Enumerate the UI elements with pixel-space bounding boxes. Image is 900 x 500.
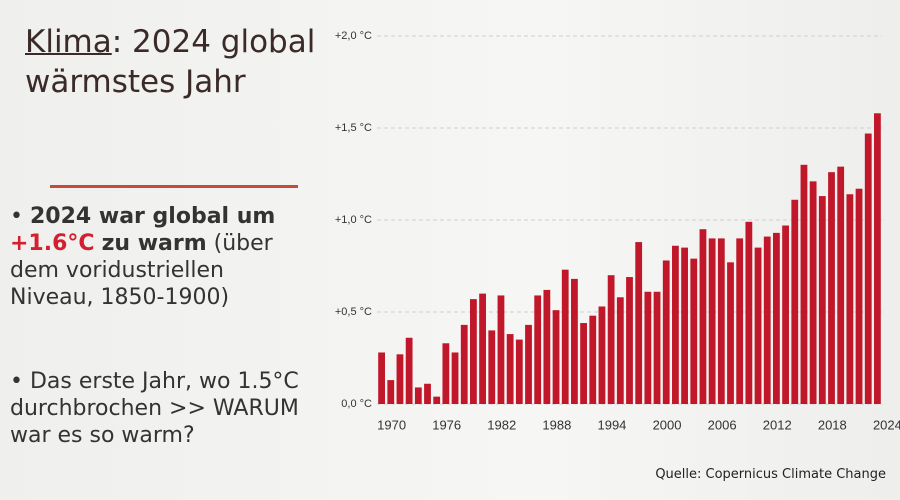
bar bbox=[754, 247, 762, 404]
bar bbox=[717, 238, 725, 404]
x-tick-label: 1988 bbox=[542, 417, 571, 432]
bar bbox=[479, 293, 486, 404]
slide-title: Klima: 2024 global wärmstes Jahr bbox=[25, 22, 315, 102]
bar bbox=[616, 297, 624, 404]
bar bbox=[515, 339, 523, 404]
bar bbox=[800, 164, 808, 404]
y-tick-label: +1,5 °C bbox=[335, 122, 372, 134]
bar bbox=[543, 289, 551, 404]
bar bbox=[396, 354, 404, 404]
y-tick-label: +2,0 °C bbox=[335, 30, 372, 42]
bar bbox=[782, 225, 789, 404]
x-tick-label: 1976 bbox=[432, 417, 461, 432]
bar bbox=[424, 383, 431, 404]
divider bbox=[50, 185, 298, 188]
bar bbox=[387, 380, 395, 404]
bar bbox=[745, 221, 753, 404]
bar bbox=[681, 247, 688, 404]
bullet: • Das erste Jahr, wo 1.5°C durchbrochen … bbox=[10, 369, 299, 448]
bar bbox=[488, 330, 496, 404]
bar bbox=[672, 245, 679, 404]
x-tick-label: 1970 bbox=[377, 417, 406, 432]
bar bbox=[864, 133, 872, 404]
bar bbox=[534, 295, 542, 404]
bar bbox=[442, 343, 450, 404]
bar bbox=[451, 352, 459, 404]
bar bbox=[653, 291, 661, 404]
y-tick-label: 0,0 °C bbox=[341, 398, 372, 410]
bar bbox=[727, 262, 734, 404]
x-tick-label: 2012 bbox=[763, 417, 792, 432]
y-tick-label: +0,5 °C bbox=[335, 306, 372, 318]
bar bbox=[874, 113, 881, 404]
bar bbox=[763, 236, 771, 404]
bar bbox=[690, 258, 698, 404]
bar bbox=[552, 310, 560, 404]
bar bbox=[626, 277, 633, 404]
bar bbox=[460, 324, 468, 404]
x-tick-label: 1994 bbox=[597, 417, 626, 432]
x-tick-label: 1982 bbox=[487, 417, 516, 432]
bar bbox=[414, 387, 422, 404]
bullet-highlight: +1.6°C bbox=[10, 231, 95, 256]
bar bbox=[828, 172, 835, 404]
bar bbox=[708, 238, 716, 404]
bar bbox=[644, 291, 652, 404]
bar bbox=[405, 337, 413, 404]
bar bbox=[497, 295, 505, 404]
x-tick-label: 2024 bbox=[873, 417, 900, 432]
bar bbox=[580, 323, 587, 404]
bar bbox=[818, 196, 826, 404]
title-underlined: Klima bbox=[25, 24, 112, 60]
bar bbox=[607, 275, 615, 404]
bullet-text: Das erste Jahr, wo 1.5°C durchbrochen >>… bbox=[10, 369, 299, 448]
x-tick-label: 2018 bbox=[818, 417, 847, 432]
y-tick-label: +1,0 °C bbox=[335, 214, 372, 226]
bar bbox=[598, 306, 606, 404]
bullet-text: (über dem voridustriellen Niveau, 1850-1… bbox=[10, 231, 273, 310]
source: Quelle: Copernicus Climate Change bbox=[655, 467, 886, 482]
bar bbox=[699, 229, 707, 404]
bar bbox=[846, 194, 854, 404]
bar bbox=[773, 232, 780, 404]
bar bbox=[525, 324, 532, 404]
title-line1: : 2024 global bbox=[111, 24, 316, 60]
bar bbox=[809, 181, 817, 404]
x-tick-label: 2000 bbox=[653, 417, 682, 432]
bar bbox=[433, 396, 441, 404]
bar bbox=[855, 188, 863, 404]
bar bbox=[378, 352, 385, 404]
bar bbox=[470, 299, 477, 404]
bar bbox=[589, 315, 597, 404]
title-line2: wärmstes Jahr bbox=[25, 64, 246, 100]
bar bbox=[662, 260, 670, 404]
bar bbox=[837, 166, 845, 404]
bullet: • 2024 war global um +1.6°C zu warm (übe… bbox=[10, 204, 276, 310]
bullet-bold: zu warm bbox=[101, 231, 207, 256]
bar bbox=[506, 334, 514, 404]
bullet-bold: 2024 war global um bbox=[29, 204, 276, 229]
bar bbox=[791, 199, 799, 404]
bar bbox=[635, 242, 643, 404]
bar bbox=[736, 238, 744, 404]
x-tick-label: 2006 bbox=[708, 417, 737, 432]
bar bbox=[561, 269, 569, 404]
bar bbox=[571, 278, 578, 404]
